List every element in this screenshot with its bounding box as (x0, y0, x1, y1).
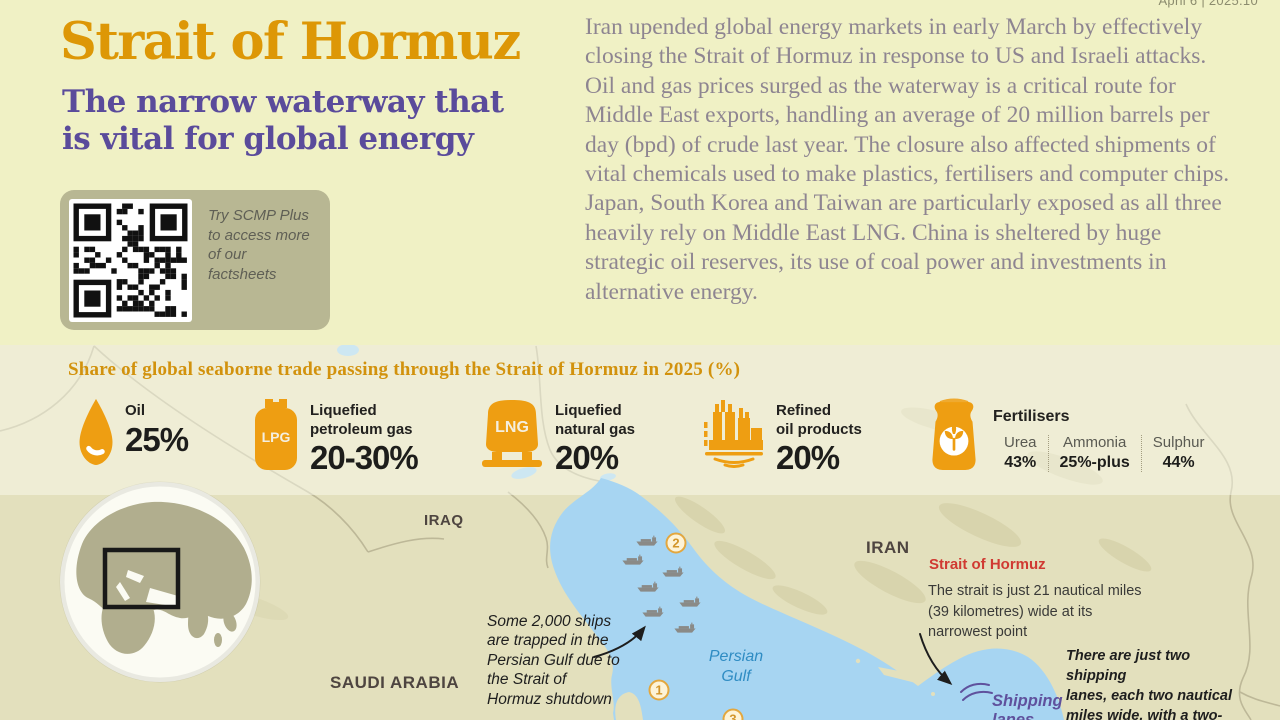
shipping-lanes-label: Shipping lanes (992, 692, 1063, 720)
cargo-ship-icon (662, 566, 684, 577)
middle-east-map (0, 345, 1280, 720)
trade-item-label: Oil (125, 402, 146, 419)
map-marker-3: 3 (722, 708, 744, 720)
trade-item-lpg: LPG Liquefied petroleum gas 20-30% (253, 398, 419, 476)
qr-code-icon (69, 199, 192, 322)
arrow-to-ships (593, 625, 646, 658)
map-area-highlight-rect (102, 547, 181, 610)
page-title: Strait of Hormuz (60, 12, 521, 72)
scmp-plus-qr-panel: Try SCMP Plus to access more of our fact… (60, 190, 330, 330)
page-subtitle: The narrow waterway that is vital for gl… (62, 84, 504, 157)
shipping-lanes-icon (960, 682, 993, 701)
lakes (337, 345, 616, 481)
lpg-cylinder-icon: LPG (255, 399, 297, 470)
shipping-lanes-annotation: There are just two shipping lanes, each … (1066, 648, 1232, 720)
persian-gulf-label: Persian Gulf (708, 648, 764, 685)
trade-item-label: Refined oil products (776, 402, 862, 438)
arrow-to-strait (919, 633, 953, 685)
trade-item-fertilisers: Fertilisers Urea 43% Ammonia 25%-plus Su… (926, 398, 1215, 472)
trade-item-label: Liquefied natural gas (555, 402, 636, 438)
fertiliser-col-ammonia: Ammonia 25%-plus (1047, 435, 1141, 472)
country-label-saudi-arabia: SAUDI ARABIA (330, 673, 460, 692)
trade-item-value: 20-30% (310, 439, 419, 476)
qr-caption: Try SCMP Plus to access more of our fact… (208, 207, 310, 283)
map-marker-2: 2 (665, 532, 687, 554)
fertiliser-col-urea: Urea 43% (1004, 434, 1037, 472)
cargo-ship-icon (642, 606, 664, 617)
trade-item-oil: Oil 25% (78, 398, 189, 466)
map-marker-1: 1 (648, 679, 670, 701)
trade-item-label: Fertilisers (993, 408, 1070, 425)
intro-paragraph: Iran upended global energy markets in ea… (585, 14, 1230, 305)
cargo-ship-icon (637, 581, 659, 592)
trade-item-value: 25% (125, 420, 189, 458)
oil-drop-icon (79, 399, 113, 465)
country-label-iraq: IRAQ (424, 512, 464, 529)
cargo-ship-icon (674, 622, 696, 633)
fertiliser-breakdown: Urea 43% Ammonia 25%-plus Sulphur 44% (993, 435, 1215, 472)
strait-of-hormuz-title: Strait of Hormuz (929, 556, 1046, 573)
trade-item-refined: Refined oil products 20% (703, 398, 862, 475)
globe-locator-inset (59, 481, 261, 683)
icons-band-overlay (0, 345, 1280, 495)
refinery-icon (704, 400, 763, 468)
trade-share-heading: Share of global seaborne trade passing t… (68, 359, 741, 380)
svg-text:LPG: LPG (262, 429, 291, 445)
trade-item-value: 20% (776, 439, 840, 476)
country-label-iran: IRAN (866, 538, 910, 557)
strait-of-hormuz-description: The strait is just 21 nautical miles (39… (928, 583, 1142, 640)
edition-date: April 6 | 2025.10 (1158, 0, 1258, 8)
cargo-ship-icon (636, 535, 658, 546)
cargo-ship-icon (679, 596, 701, 607)
cargo-ship-icon (622, 554, 644, 565)
peninsulas-islands (615, 658, 935, 720)
trade-item-label: Liquefied petroleum gas (310, 402, 413, 438)
trade-item-value: 20% (555, 439, 619, 476)
country-borders (0, 345, 1280, 720)
trapped-ships-annotation: Some 2,000 ships are trapped in the Pers… (487, 613, 620, 708)
fertiliser-sack-icon (932, 398, 976, 470)
fertiliser-col-sulphur: Sulphur 44% (1140, 435, 1216, 472)
trade-item-lng: LNG Liquefied natural gas 20% (480, 398, 635, 475)
svg-text:LNG: LNG (495, 419, 529, 436)
lng-tank-icon: LNG (482, 400, 542, 467)
